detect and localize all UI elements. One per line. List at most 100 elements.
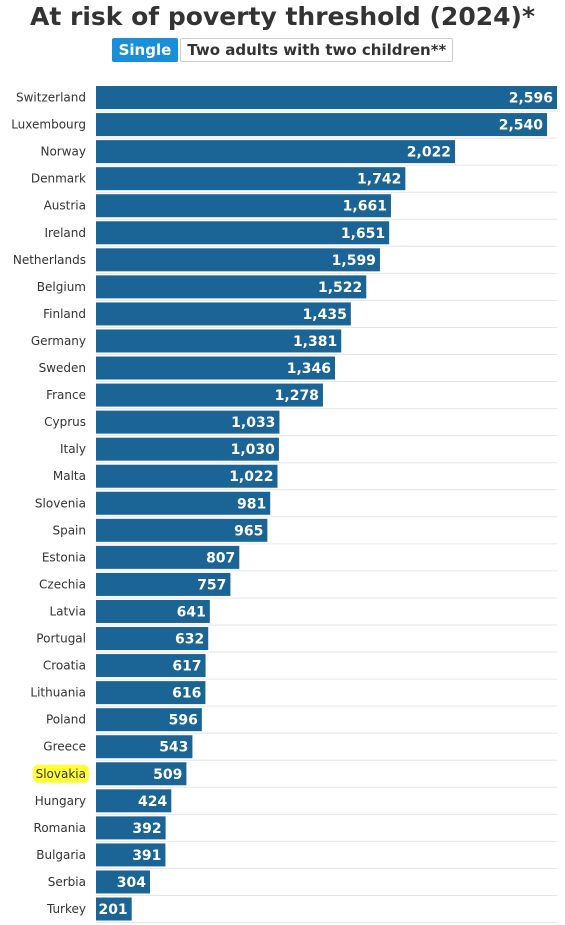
bar-latvia[interactable]	[96, 599, 210, 623]
category-label-malta: Malta	[53, 469, 86, 483]
value-label-norway: 2,022	[407, 145, 451, 161]
bar-denmark[interactable]	[96, 167, 406, 191]
value-label-romania: 392	[132, 821, 161, 837]
bar-turkey[interactable]	[96, 897, 132, 921]
value-label-denmark: 1,742	[357, 172, 401, 188]
value-label-ireland: 1,651	[341, 226, 385, 242]
category-label-czechia: Czechia	[39, 577, 86, 591]
category-label-cyprus: Cyprus	[44, 415, 86, 429]
bar-croatia[interactable]	[96, 654, 206, 678]
bar-austria[interactable]	[96, 194, 391, 218]
tab-single[interactable]: Single	[111, 38, 179, 62]
category-label-netherlands: Netherlands	[13, 253, 86, 267]
category-label-lithuania: Lithuania	[30, 686, 86, 700]
bar-spain[interactable]	[96, 518, 268, 542]
category-label-latvia: Latvia	[49, 604, 86, 618]
category-label-slovakia: Slovakia	[36, 767, 86, 781]
value-label-greece: 543	[159, 740, 188, 756]
bars: 2,596 2,540 2,022 1,742 1,661 1,651 1,599 1,522…	[96, 86, 557, 921]
category-label-belgium: Belgium	[37, 280, 86, 294]
bar-hungary[interactable]	[96, 789, 172, 813]
category-label-luxembourg: Luxembourg	[11, 118, 86, 132]
chart-title: At risk of poverty threshold (2024)*	[29, 2, 536, 31]
tab-two-adults-two-children[interactable]: Two adults with two children**	[180, 38, 454, 62]
category-label-estonia: Estonia	[42, 550, 86, 564]
value-label-lithuania: 616	[172, 686, 201, 702]
value-label-estonia: 807	[206, 550, 235, 566]
value-label-italy: 1,030	[231, 442, 276, 458]
value-label-bulgaria: 391	[132, 848, 161, 864]
category-label-denmark: Denmark	[31, 172, 86, 186]
value-label-spain: 965	[234, 523, 263, 539]
category-label-croatia: Croatia	[43, 659, 86, 673]
category-label-germany: Germany	[31, 334, 86, 348]
bar-france[interactable]	[96, 383, 323, 407]
category-label-spain: Spain	[52, 523, 86, 537]
highlight-layer	[33, 764, 89, 783]
value-label-turkey: 201	[98, 902, 127, 918]
highlight-marker	[33, 764, 89, 783]
bar-czechia[interactable]	[96, 572, 231, 596]
bar-serbia[interactable]	[96, 870, 150, 894]
bar-finland[interactable]	[96, 302, 351, 326]
value-label-malta: 1,022	[229, 469, 273, 485]
value-label-luxembourg: 2,540	[499, 118, 544, 134]
value-label-slovenia: 981	[237, 496, 266, 512]
value-label-hungary: 424	[138, 794, 167, 810]
value-label-france: 1,278	[275, 388, 319, 404]
bar-malta[interactable]	[96, 464, 278, 488]
value-label-germany: 1,381	[293, 334, 337, 350]
category-label-hungary: Hungary	[35, 794, 86, 808]
category-label-norway: Norway	[40, 145, 86, 159]
category-label-romania: Romania	[34, 821, 86, 835]
category-label-greece: Greece	[43, 740, 86, 754]
value-label-serbia: 304	[117, 875, 146, 891]
value-label-belgium: 1,522	[318, 280, 362, 296]
category-label-switzerland: Switzerland	[16, 91, 86, 105]
category-label-slovenia: Slovenia	[35, 496, 86, 510]
value-label-netherlands: 1,599	[332, 253, 376, 269]
category-label-turkey: Turkey	[46, 902, 86, 916]
bar-greece[interactable]	[96, 735, 193, 759]
bar-lithuania[interactable]	[96, 681, 206, 705]
bar-switzerland[interactable]	[96, 86, 557, 110]
value-label-switzerland: 2,596	[509, 91, 553, 107]
category-label-bulgaria: Bulgaria	[36, 848, 86, 862]
category-label-sweden: Sweden	[39, 361, 86, 375]
grid-lines	[96, 110, 557, 924]
value-label-austria: 1,661	[343, 199, 387, 215]
value-label-latvia: 641	[177, 604, 206, 620]
value-label-cyprus: 1,033	[231, 415, 275, 431]
category-label-finland: Finland	[43, 307, 86, 321]
category-label-ireland: Ireland	[44, 226, 86, 240]
value-label-sweden: 1,346	[287, 361, 331, 377]
category-label-france: France	[46, 388, 86, 402]
bar-portugal[interactable]	[96, 627, 209, 651]
bar-slovakia[interactable]	[96, 762, 187, 786]
bar-netherlands[interactable]	[96, 248, 380, 272]
value-label-portugal: 632	[175, 632, 204, 648]
bar-italy[interactable]	[96, 437, 279, 461]
category-label-italy: Italy	[60, 442, 86, 456]
bar-norway[interactable]	[96, 140, 456, 164]
bar-bulgaria[interactable]	[96, 843, 166, 867]
bar-estonia[interactable]	[96, 545, 240, 569]
bar-belgium[interactable]	[96, 275, 367, 299]
bar-poland[interactable]	[96, 708, 202, 732]
category-label-poland: Poland	[46, 713, 86, 727]
value-label-finland: 1,435	[303, 307, 347, 323]
value-label-croatia: 617	[172, 659, 201, 675]
category-label-austria: Austria	[44, 199, 86, 213]
bar-luxembourg[interactable]	[96, 113, 548, 137]
category-labels: Switzerland Luxembourg Norway Denmark Austri…	[11, 91, 86, 917]
series-toggle: Single Two adults with two children**	[0, 38, 565, 62]
bar-cyprus[interactable]	[96, 410, 280, 434]
category-label-portugal: Portugal	[36, 632, 86, 646]
bar-ireland[interactable]	[96, 221, 390, 245]
bar-sweden[interactable]	[96, 356, 336, 380]
bar-romania[interactable]	[96, 816, 166, 840]
bar-germany[interactable]	[96, 329, 342, 353]
bar-slovenia[interactable]	[96, 491, 271, 515]
value-label-czechia: 757	[197, 577, 226, 593]
